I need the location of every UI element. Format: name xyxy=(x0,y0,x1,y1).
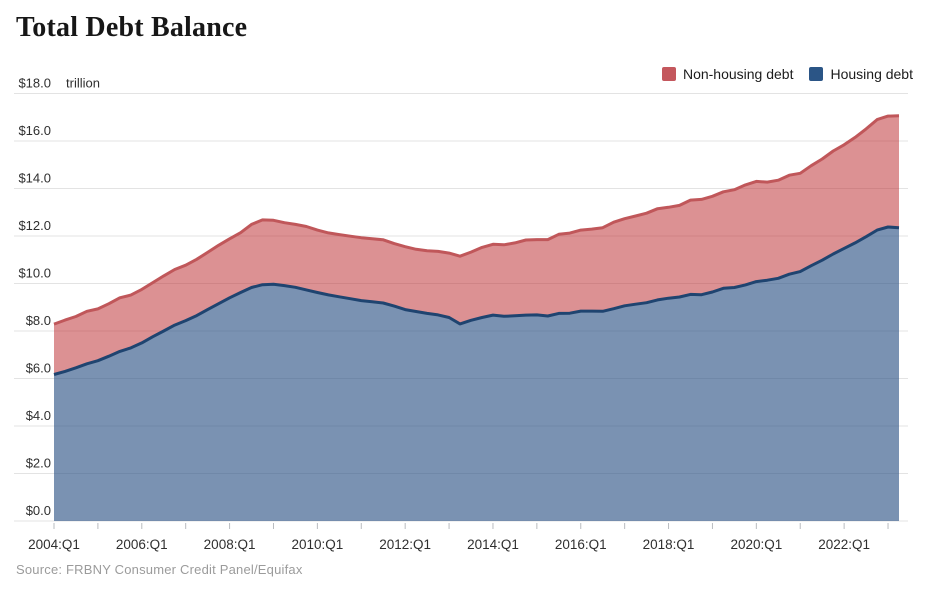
svg-text:$12.0: $12.0 xyxy=(18,218,51,233)
svg-text:trillion: trillion xyxy=(66,76,100,91)
svg-text:2018:Q1: 2018:Q1 xyxy=(643,537,695,552)
chart-legend: Non-housing debt Housing debt xyxy=(661,66,913,82)
svg-text:$18.0: $18.0 xyxy=(18,76,51,91)
svg-text:2020:Q1: 2020:Q1 xyxy=(730,537,782,552)
svg-text:$0.0: $0.0 xyxy=(26,503,51,518)
svg-text:$6.0: $6.0 xyxy=(26,361,51,376)
non-housing-debt-swatch-icon xyxy=(661,67,676,81)
svg-text:$14.0: $14.0 xyxy=(18,171,51,186)
svg-text:2006:Q1: 2006:Q1 xyxy=(116,537,168,552)
svg-text:2014:Q1: 2014:Q1 xyxy=(467,537,519,552)
svg-text:$16.0: $16.0 xyxy=(18,123,51,138)
svg-text:2022:Q1: 2022:Q1 xyxy=(818,537,870,552)
legend-item-housing-debt[interactable]: Housing debt xyxy=(809,66,913,82)
svg-text:2010:Q1: 2010:Q1 xyxy=(291,537,343,552)
svg-text:2008:Q1: 2008:Q1 xyxy=(204,537,256,552)
svg-text:2004:Q1: 2004:Q1 xyxy=(28,537,80,552)
legend-item-non-housing-debt[interactable]: Non-housing debt xyxy=(661,66,794,82)
svg-text:$2.0: $2.0 xyxy=(26,456,51,471)
svg-text:$8.0: $8.0 xyxy=(26,313,51,328)
source-note: Source: FRBNY Consumer Credit Panel/Equi… xyxy=(16,562,303,577)
svg-text:$4.0: $4.0 xyxy=(26,408,51,423)
legend-label-housing-debt: Housing debt xyxy=(830,66,913,82)
svg-text:2016:Q1: 2016:Q1 xyxy=(555,537,607,552)
housing-debt-swatch-icon xyxy=(809,67,824,81)
svg-text:$10.0: $10.0 xyxy=(18,266,51,281)
chart-title: Total Debt Balance xyxy=(16,12,248,43)
svg-text:2012:Q1: 2012:Q1 xyxy=(379,537,431,552)
legend-label-non-housing-debt: Non-housing debt xyxy=(682,66,794,82)
